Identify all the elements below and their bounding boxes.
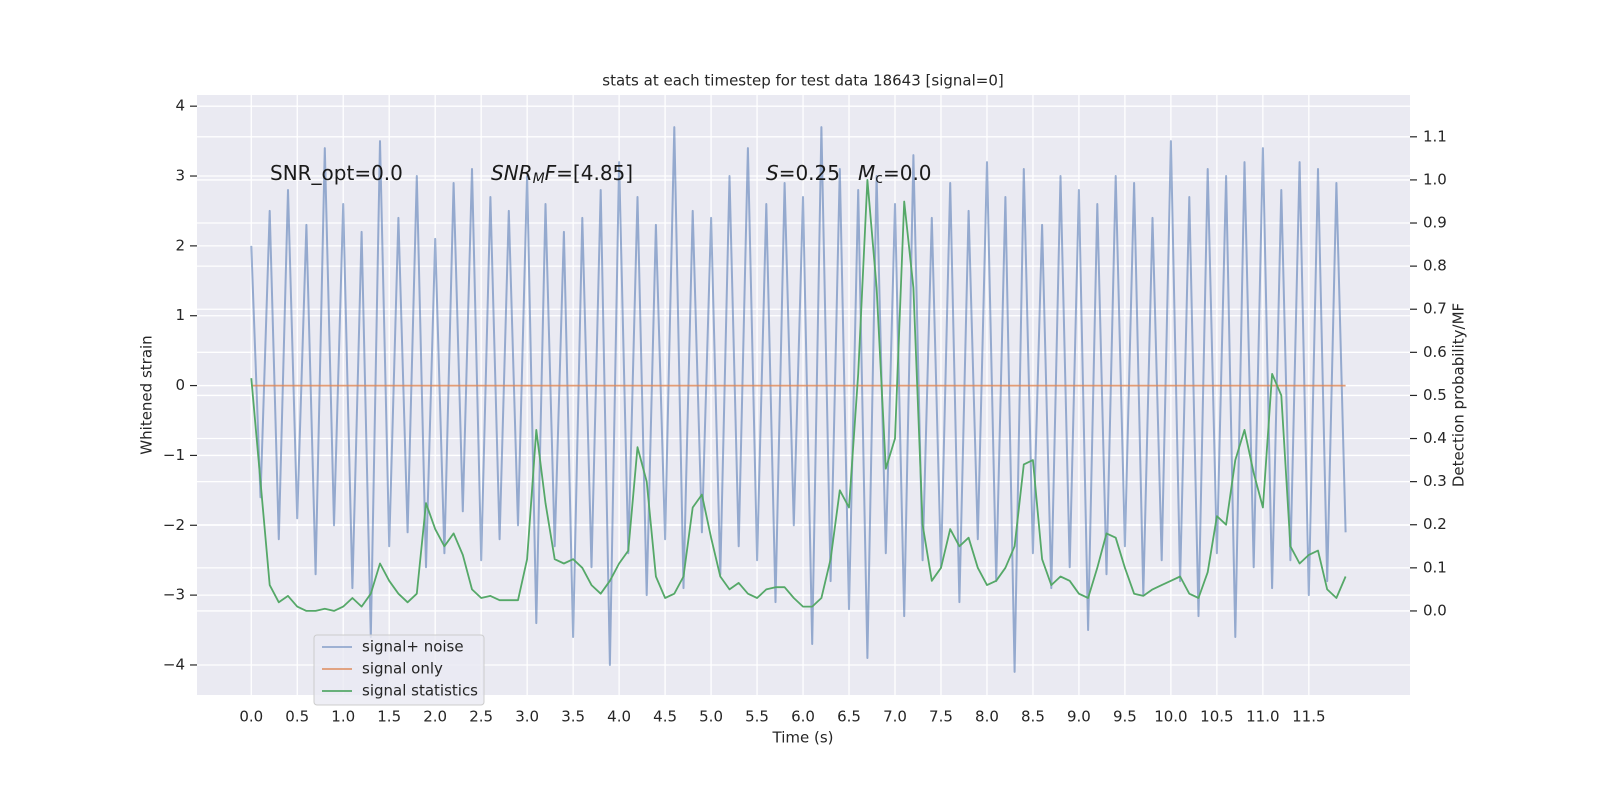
y-tick-label: −3 <box>163 586 185 604</box>
x-tick-label: 6.5 <box>837 708 861 726</box>
x-tick-label: 9.0 <box>1067 708 1091 726</box>
y-tick-label: −2 <box>163 516 185 534</box>
y-axis-label: Whitened strain <box>138 335 156 454</box>
x-tick-label: 1.5 <box>377 708 401 726</box>
annotation-part: F <box>545 161 557 185</box>
x-tick-label: 2.0 <box>423 708 447 726</box>
y-tick-label: 4 <box>175 97 185 115</box>
x-tick-label: 0.0 <box>239 708 263 726</box>
x-tick-label: 8.5 <box>1021 708 1045 726</box>
series-line <box>250 179 1347 612</box>
y-tick-label: 2 <box>175 236 185 254</box>
y2-tick-label: 0.9 <box>1423 214 1447 232</box>
annotation-part: SNR <box>491 161 533 185</box>
y-tick-label: 3 <box>175 167 185 185</box>
x-tick-label: 0.5 <box>285 708 309 726</box>
annotation: Mc=0.0 <box>858 161 932 188</box>
x-tick-label: 5.5 <box>745 708 769 726</box>
annotation-part: =[4.85] <box>556 161 633 185</box>
x-tick-label: 3.5 <box>561 708 585 726</box>
y2-tick-label: 0.5 <box>1423 386 1447 404</box>
y2-tick-label: 0.4 <box>1423 429 1447 447</box>
annotation-part: c <box>875 171 883 187</box>
annotation-part: S <box>766 161 779 185</box>
annotation: SNRMF=[4.85] <box>491 161 633 188</box>
x-tick-label: 7.0 <box>883 708 907 726</box>
x-tick-label: 4.0 <box>607 708 631 726</box>
x-tick-label: 11.5 <box>1292 708 1325 726</box>
y2-tick-label: 1.0 <box>1423 170 1447 188</box>
annotation-part: =0.25 <box>779 161 840 185</box>
y-tick-label: −1 <box>163 446 185 464</box>
annotation-part: =0.0 <box>883 161 932 185</box>
y2-tick-label: 0.8 <box>1423 257 1447 275</box>
x-axis-label: Time (s) <box>772 729 834 747</box>
annotation-part: SNR_opt=0.0 <box>270 161 403 185</box>
x-tick-label: 7.5 <box>929 708 953 726</box>
y2-tick-label: 0.3 <box>1423 472 1447 490</box>
y2-tick-label: 0.1 <box>1423 558 1447 576</box>
x-tick-label: 3.0 <box>515 708 539 726</box>
legend-label: signal only <box>362 660 443 678</box>
legend-label: signal+ noise <box>362 638 464 656</box>
annotation-part: M <box>533 171 545 187</box>
annotation-part: M <box>858 161 875 185</box>
annotation: S=0.25 <box>766 161 840 185</box>
legend-label: signal statistics <box>362 682 478 700</box>
annotation: SNR_opt=0.0 <box>270 161 403 185</box>
legend-box <box>313 634 485 706</box>
x-tick-label: 9.5 <box>1113 708 1137 726</box>
x-tick-label: 1.0 <box>331 708 355 726</box>
y2-tick-label: 0.0 <box>1423 601 1447 619</box>
x-tick-label: 11.0 <box>1246 708 1279 726</box>
x-tick-label: 6.0 <box>791 708 815 726</box>
x-tick-label: 10.0 <box>1154 708 1187 726</box>
y-tick-label: −4 <box>163 655 185 673</box>
x-tick-label: 5.0 <box>699 708 723 726</box>
y2-tick-label: 1.1 <box>1423 127 1447 145</box>
x-tick-label: 4.5 <box>653 708 677 726</box>
series-line <box>250 126 1347 673</box>
y2-axis-label: Detection probability/MF <box>1450 303 1468 487</box>
y2-tick-label: 0.2 <box>1423 515 1447 533</box>
chart-title: stats at each timestep for test data 186… <box>602 72 1003 90</box>
x-tick-label: 10.5 <box>1200 708 1233 726</box>
y-tick-label: 0 <box>175 376 185 394</box>
y-tick-label: 1 <box>175 306 185 324</box>
x-tick-label: 8.0 <box>975 708 999 726</box>
y2-tick-label: 0.7 <box>1423 300 1447 318</box>
y2-tick-label: 0.6 <box>1423 343 1447 361</box>
x-tick-label: 2.5 <box>469 708 493 726</box>
